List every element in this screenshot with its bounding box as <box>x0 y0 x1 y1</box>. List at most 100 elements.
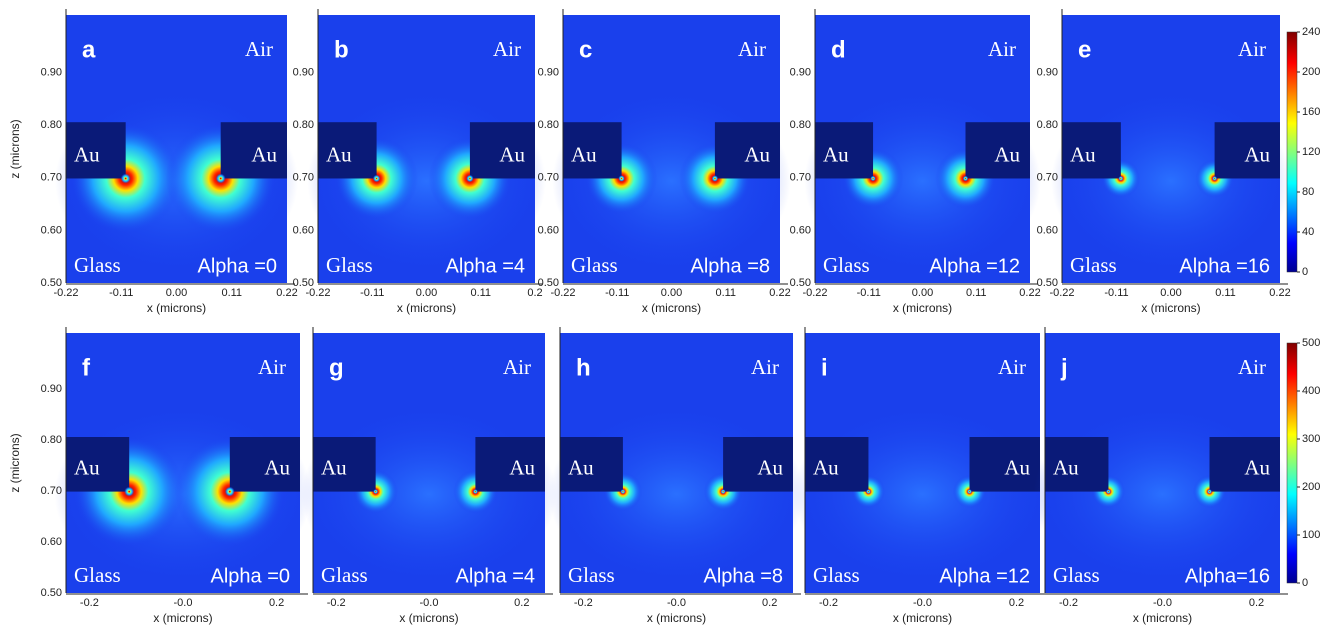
x-tick-label: -0.2 <box>80 597 99 609</box>
air-label: Air <box>245 37 273 61</box>
y-tick-label: 0.80 <box>293 119 314 131</box>
glass-label: Glass <box>326 253 373 277</box>
x-tick-label: -0.2 <box>819 597 838 609</box>
hotspot-core <box>373 489 378 494</box>
panel-letter: f <box>82 354 91 381</box>
alpha-label: Alpha =12 <box>929 255 1020 277</box>
y-axis-label: z (microns) <box>8 119 22 178</box>
haze <box>793 403 1052 585</box>
panel-letter: i <box>821 354 828 381</box>
figure: aAirAuAuGlassAlpha =0-0.22-0.110.000.110… <box>0 0 1323 632</box>
x-tick-label: -0.0 <box>420 597 439 609</box>
au-label: Au <box>757 455 783 479</box>
y-tick-label: 0.80 <box>1037 119 1058 131</box>
colorbar-tick-label: 0 <box>1302 266 1308 278</box>
alpha-label: Alpha =16 <box>1179 255 1270 277</box>
x-tick-label: 0.11 <box>966 287 987 299</box>
x-tick-label: 0.11 <box>1215 287 1236 299</box>
colorbar-tick-label: 80 <box>1302 186 1314 198</box>
glass-label: Glass <box>321 563 368 587</box>
x-tick-label: 0.11 <box>715 287 736 299</box>
au-label: Au <box>1070 142 1096 166</box>
alpha-label: Alpha =0 <box>197 255 277 277</box>
hotspot-core <box>866 489 871 494</box>
x-axis-label: x (microns) <box>642 301 701 315</box>
x-tick-label: 0.11 <box>221 287 242 299</box>
colorbar-tick-label: 160 <box>1302 106 1320 118</box>
colorbar-tick-label: 120 <box>1302 146 1320 158</box>
colorbar-tick-label: 40 <box>1302 226 1314 238</box>
hotspot-core <box>963 176 969 182</box>
au-label: Au <box>74 142 100 166</box>
x-tick-label: 0.22 <box>1269 287 1290 299</box>
alpha-label: Alpha =12 <box>939 565 1030 587</box>
x-tick-label: -0.2 <box>327 597 346 609</box>
air-label: Air <box>751 355 779 379</box>
hotspot-core <box>473 489 478 494</box>
y-tick-label: 0.50 <box>538 277 559 289</box>
hotspot-core <box>216 173 226 183</box>
y-tick-label: 0.60 <box>538 224 559 236</box>
y-tick-label: 0.70 <box>41 172 62 184</box>
colorbar-tick-label: 400 <box>1302 385 1320 397</box>
panel-letter: g <box>329 354 344 381</box>
x-axis-label: x (microns) <box>399 611 458 625</box>
panel-letter: b <box>334 36 349 63</box>
x-axis-label: x (microns) <box>147 301 206 315</box>
au-label: Au <box>994 142 1020 166</box>
haze <box>301 403 556 585</box>
hotspot-core <box>1118 176 1123 181</box>
y-tick-label: 0.60 <box>1037 224 1058 236</box>
glass-label: Glass <box>813 563 860 587</box>
air-label: Air <box>258 355 286 379</box>
glass-label: Glass <box>1053 563 1100 587</box>
y-tick-label: 0.60 <box>41 224 62 236</box>
x-tick-label: 0.2 <box>1249 597 1264 609</box>
haze <box>548 403 804 585</box>
air-label: Air <box>988 37 1016 61</box>
hotspot-core <box>121 173 131 183</box>
x-tick-label: 0.11 <box>470 287 491 299</box>
au-label: Au <box>813 455 839 479</box>
au-label: Au <box>1244 142 1270 166</box>
colorbar-tick-label: 100 <box>1302 529 1320 541</box>
haze <box>1033 403 1292 585</box>
au-label: Au <box>571 142 597 166</box>
x-tick-label: 0.00 <box>912 287 933 299</box>
glass-label: Glass <box>571 253 618 277</box>
panel: cAirAuAuGlassAlpha =8-0.22-0.110.000.110… <box>538 9 791 315</box>
hotspot-core <box>373 175 381 183</box>
x-tick-label: 0.00 <box>661 287 682 299</box>
colorbar-tick-label: 300 <box>1302 433 1320 445</box>
au-label: Au <box>1004 455 1030 479</box>
x-tick-label: -0.11 <box>605 287 629 299</box>
panel: gAirAuAuGlassAlpha =4-0.2-0.00.2x (micro… <box>301 327 556 625</box>
y-tick-label: 0.70 <box>293 172 314 184</box>
x-axis-label: x (microns) <box>1141 301 1200 315</box>
au-label: Au <box>509 455 535 479</box>
x-tick-label: -0.0 <box>174 597 193 609</box>
y-tick-label: 0.50 <box>41 587 62 599</box>
x-axis-label: x (microns) <box>647 611 706 625</box>
y-tick-label: 0.80 <box>41 119 62 131</box>
glass-label: Glass <box>1070 253 1117 277</box>
y-tick-label: 0.90 <box>293 67 314 79</box>
x-tick-label: 0.22 <box>769 287 790 299</box>
au-label: Au <box>1053 455 1079 479</box>
x-tick-label: -0.2 <box>574 597 593 609</box>
panel-letter: e <box>1078 36 1091 63</box>
x-axis-label: x (microns) <box>893 611 952 625</box>
panel-letter: h <box>576 354 591 381</box>
au-label: Au <box>568 455 594 479</box>
x-axis-label: x (microns) <box>397 301 456 315</box>
au-label: Au <box>744 142 770 166</box>
x-tick-label: 0.00 <box>166 287 187 299</box>
y-tick-label: 0.50 <box>790 277 811 289</box>
x-axis-label: x (microns) <box>1133 611 1192 625</box>
y-tick-label: 0.60 <box>293 224 314 236</box>
y-tick-label: 0.60 <box>790 224 811 236</box>
y-tick-label: 0.80 <box>41 434 62 446</box>
y-tick-label: 0.50 <box>1037 277 1058 289</box>
y-tick-label: 0.90 <box>41 383 62 395</box>
